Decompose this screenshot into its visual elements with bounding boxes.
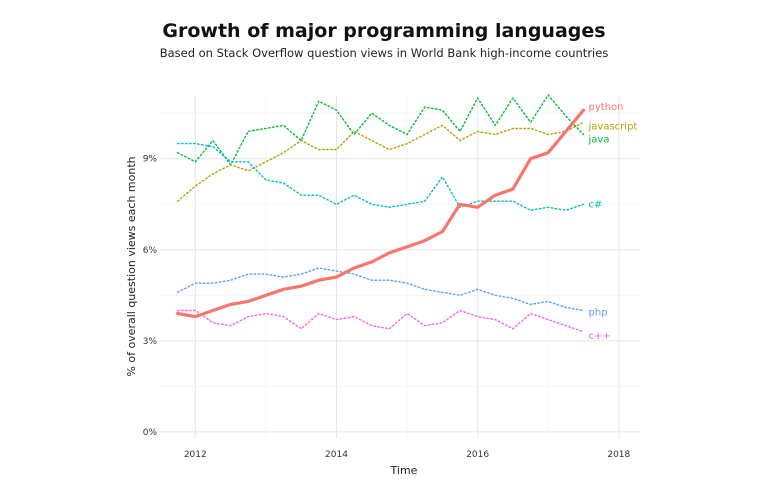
y-tick-label: 3% xyxy=(143,337,158,347)
series-label: python xyxy=(589,102,624,113)
chart-title: Growth of major programming languages xyxy=(162,20,606,42)
y-axis-label: % of overall question views each month xyxy=(125,156,138,376)
x-tick-label: 2014 xyxy=(325,450,348,460)
x-tick-label: 2016 xyxy=(466,450,489,460)
series-line-python xyxy=(176,108,586,319)
series-label: c++ xyxy=(589,331,611,342)
series-line-php xyxy=(176,267,585,312)
series-label: javascript xyxy=(588,121,638,132)
series-label: php xyxy=(589,308,608,319)
y-tick-label: 9% xyxy=(143,155,158,165)
series-line-java xyxy=(176,94,585,166)
x-tick-label: 2012 xyxy=(184,450,207,460)
x-axis-label: Time xyxy=(390,464,418,477)
series-label: c# xyxy=(589,199,603,210)
series-label: java xyxy=(588,134,610,145)
chart-subtitle: Based on Stack Overflow question views i… xyxy=(159,46,609,60)
y-tick-label: 0% xyxy=(143,428,158,438)
x-tick-label: 2018 xyxy=(607,450,630,460)
y-tick-label: 6% xyxy=(143,246,158,256)
series-line-csharp xyxy=(176,142,585,211)
series-line-cplusplus xyxy=(176,309,585,333)
series-line-javascript xyxy=(176,121,585,202)
